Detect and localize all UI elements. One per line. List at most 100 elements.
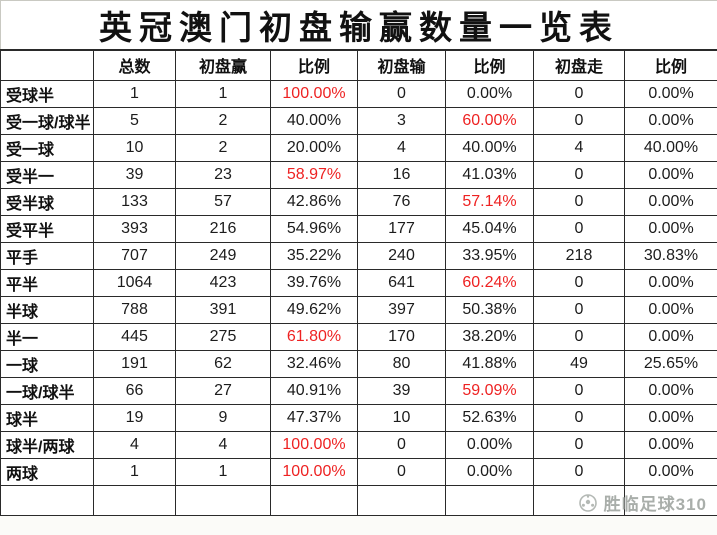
table-cell: 707 bbox=[93, 241, 176, 270]
table-row: 受平半 393 216 54.96% 177 45.04% 0 0.00% bbox=[0, 214, 717, 243]
table-row bbox=[0, 484, 717, 516]
column-header: 比例 bbox=[445, 49, 534, 81]
table-row: 一球/球半 66 27 40.91% 39 59.09% 0 0.00% bbox=[0, 376, 717, 405]
table-cell: 60.24% bbox=[445, 268, 534, 297]
table-cell: 54.96% bbox=[270, 214, 358, 243]
table-cell: 170 bbox=[357, 322, 446, 351]
table-cell: 39 bbox=[93, 160, 176, 189]
table-cell: 100.00% bbox=[270, 457, 358, 486]
table-cell: 27 bbox=[175, 376, 271, 405]
table-cell: 1064 bbox=[93, 268, 176, 297]
table-cell bbox=[175, 484, 271, 516]
table-cell: 57 bbox=[175, 187, 271, 216]
table-cell: 41.03% bbox=[445, 160, 534, 189]
table-cell: 25.65% bbox=[624, 349, 717, 378]
table-cell: 0 bbox=[357, 430, 446, 459]
table-cell: 10 bbox=[357, 403, 446, 432]
table-cell: 30.83% bbox=[624, 241, 717, 270]
table-cell: 35.22% bbox=[270, 241, 358, 270]
table-cell: 1 bbox=[93, 457, 176, 486]
table-cell: 0 bbox=[357, 79, 446, 108]
table-cell: 2 bbox=[175, 133, 271, 162]
table-cell: 0.00% bbox=[624, 403, 717, 432]
row-label: 球半 bbox=[0, 403, 94, 432]
table-cell: 38.20% bbox=[445, 322, 534, 351]
table-cell: 40.00% bbox=[624, 133, 717, 162]
table-cell: 0 bbox=[533, 214, 625, 243]
row-label: 受一球 bbox=[0, 133, 94, 162]
column-header: 初盘输 bbox=[357, 49, 446, 81]
table-cell: 0.00% bbox=[624, 79, 717, 108]
table-cell bbox=[533, 484, 625, 516]
table-cell: 0.00% bbox=[624, 430, 717, 459]
table-row: 半球 788 391 49.62% 397 50.38% 0 0.00% bbox=[0, 295, 717, 324]
table-cell: 62 bbox=[175, 349, 271, 378]
table-cell: 16 bbox=[357, 160, 446, 189]
row-label: 平手 bbox=[0, 241, 94, 270]
table-cell: 423 bbox=[175, 268, 271, 297]
table-row: 受球半 1 1 100.00% 0 0.00% 0 0.00% bbox=[0, 79, 717, 108]
table-cell: 0 bbox=[533, 457, 625, 486]
column-header: 比例 bbox=[624, 49, 717, 81]
table-cell: 0.00% bbox=[445, 430, 534, 459]
table-cell: 2 bbox=[175, 106, 271, 135]
table-cell: 177 bbox=[357, 214, 446, 243]
table-cell: 0.00% bbox=[624, 457, 717, 486]
table-cell: 397 bbox=[357, 295, 446, 324]
row-label: 一球 bbox=[0, 349, 94, 378]
odds-summary-table: 英冠澳门初盘输赢数量一览表 总数 初盘赢 比例 初盘输 比例 初盘走 比例 受球半 1 1 100… bbox=[0, 0, 717, 516]
table-cell: 19 bbox=[93, 403, 176, 432]
table-cell: 0.00% bbox=[624, 214, 717, 243]
table-cell: 0 bbox=[533, 322, 625, 351]
table-cell bbox=[357, 484, 446, 516]
table-cell: 32.46% bbox=[270, 349, 358, 378]
table-row: 球半/两球 4 4 100.00% 0 0.00% 0 0.00% bbox=[0, 430, 717, 459]
table-cell: 45.04% bbox=[445, 214, 534, 243]
table-cell: 0.00% bbox=[624, 376, 717, 405]
table-cell: 9 bbox=[175, 403, 271, 432]
row-label bbox=[0, 484, 94, 516]
table-cell: 4 bbox=[533, 133, 625, 162]
table-cell: 1 bbox=[175, 457, 271, 486]
table-cell: 4 bbox=[357, 133, 446, 162]
table-cell bbox=[445, 484, 534, 516]
table-row: 受半一 39 23 58.97% 16 41.03% 0 0.00% bbox=[0, 160, 717, 189]
table-cell: 218 bbox=[533, 241, 625, 270]
row-label: 受半球 bbox=[0, 187, 94, 216]
table-cell: 57.14% bbox=[445, 187, 534, 216]
table-cell: 0.00% bbox=[624, 268, 717, 297]
table-cell: 49.62% bbox=[270, 295, 358, 324]
table-cell: 40.91% bbox=[270, 376, 358, 405]
row-label: 受半一 bbox=[0, 160, 94, 189]
table-cell bbox=[624, 484, 717, 516]
corner-cell bbox=[0, 49, 94, 81]
table-cell: 10 bbox=[93, 133, 176, 162]
table-cell: 1 bbox=[175, 79, 271, 108]
table-row: 平半 1064 423 39.76% 641 60.24% 0 0.00% bbox=[0, 268, 717, 297]
table-cell: 41.88% bbox=[445, 349, 534, 378]
table-cell: 52.63% bbox=[445, 403, 534, 432]
table-cell: 0 bbox=[533, 106, 625, 135]
table-cell: 40.00% bbox=[270, 106, 358, 135]
table-row: 一球 191 62 32.46% 80 41.88% 49 25.65% bbox=[0, 349, 717, 378]
table-cell: 191 bbox=[93, 349, 176, 378]
table-cell: 58.97% bbox=[270, 160, 358, 189]
table-cell: 100.00% bbox=[270, 430, 358, 459]
table-cell: 0 bbox=[533, 79, 625, 108]
table-row: 半一 445 275 61.80% 170 38.20% 0 0.00% bbox=[0, 322, 717, 351]
table-cell: 0.00% bbox=[445, 79, 534, 108]
table-cell: 0 bbox=[533, 403, 625, 432]
table-cell: 0 bbox=[533, 160, 625, 189]
table-cell: 0 bbox=[533, 268, 625, 297]
table-cell: 4 bbox=[175, 430, 271, 459]
table-row: 球半 19 9 47.37% 10 52.63% 0 0.00% bbox=[0, 403, 717, 432]
table-row: 两球 1 1 100.00% 0 0.00% 0 0.00% bbox=[0, 457, 717, 486]
table-cell: 249 bbox=[175, 241, 271, 270]
table-cell: 275 bbox=[175, 322, 271, 351]
table-cell: 60.00% bbox=[445, 106, 534, 135]
table-cell: 59.09% bbox=[445, 376, 534, 405]
table-cell: 66 bbox=[93, 376, 176, 405]
table-cell: 0 bbox=[533, 295, 625, 324]
row-label: 受球半 bbox=[0, 79, 94, 108]
